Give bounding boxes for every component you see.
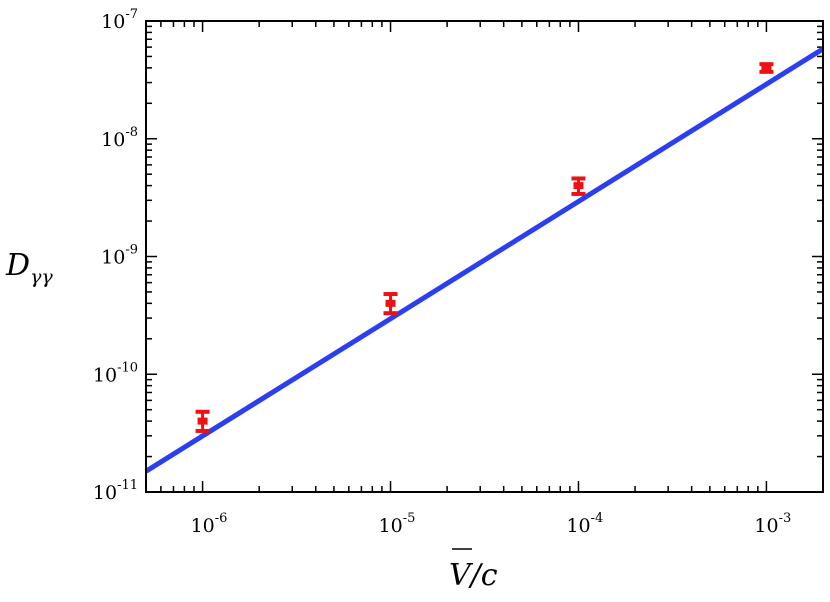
x-tick-label-exp: -5	[403, 511, 416, 526]
x-tick-label-base: 10	[754, 515, 778, 537]
x-axis-label: V/c	[449, 548, 498, 593]
data-point	[385, 299, 396, 307]
plot-frame	[145, 20, 824, 493]
data-point	[197, 417, 208, 425]
data-point	[761, 64, 772, 72]
ticks-layer	[145, 20, 824, 493]
y-axis-label-base: D	[5, 248, 30, 283]
x-tick-label: 10-5	[379, 511, 416, 537]
x-tick-label-exp: -6	[215, 511, 228, 526]
x-tick-label-base: 10	[379, 515, 403, 537]
y-tick-label: 10-7	[101, 7, 138, 33]
x-tick-label: 10-4	[566, 511, 603, 537]
data-point-group	[759, 62, 774, 74]
fit-line	[144, 46, 825, 474]
y-tick-label-base: 10	[101, 247, 125, 269]
y-tick-label: 10-8	[101, 125, 138, 151]
y-tick-label-exp: -9	[125, 243, 138, 258]
y-axis-label-sub: γγ	[30, 266, 53, 288]
data-point-group	[571, 176, 586, 196]
data-point	[573, 182, 584, 190]
x-tick-label-exp: -3	[779, 511, 792, 526]
y-tick-label: 10-11	[93, 478, 138, 504]
y-tick-label-base: 10	[101, 11, 125, 33]
data-point-group	[383, 292, 398, 316]
x-tick-label: 10-6	[191, 511, 228, 537]
y-tick-label-base: 10	[93, 482, 117, 504]
y-tick-label: 10-10	[93, 360, 138, 386]
y-tick-label-base: 10	[101, 129, 125, 151]
y-tick-label: 10-9	[101, 243, 138, 269]
y-tick-label-exp: -7	[125, 7, 138, 22]
y-tick-label-exp: -11	[117, 478, 138, 493]
x-axis-label-symbol: V	[449, 558, 474, 593]
data-point-group	[195, 409, 210, 433]
x-tick-label: 10-3	[754, 511, 791, 537]
fit-line-layer	[144, 46, 825, 474]
x-axis-label-rest: /c	[468, 558, 498, 593]
svg-text:V/c: V/c	[449, 558, 498, 593]
y-tick-label-exp: -10	[117, 360, 138, 375]
x-tick-label-base: 10	[566, 515, 590, 537]
y-axis-label: Dγγ	[5, 248, 53, 288]
data-points-layer	[195, 62, 774, 433]
y-tick-label-exp: -8	[125, 125, 138, 140]
x-tick-label-exp: -4	[591, 511, 604, 526]
x-tick-label-base: 10	[191, 515, 215, 537]
y-tick-label-base: 10	[93, 364, 117, 386]
